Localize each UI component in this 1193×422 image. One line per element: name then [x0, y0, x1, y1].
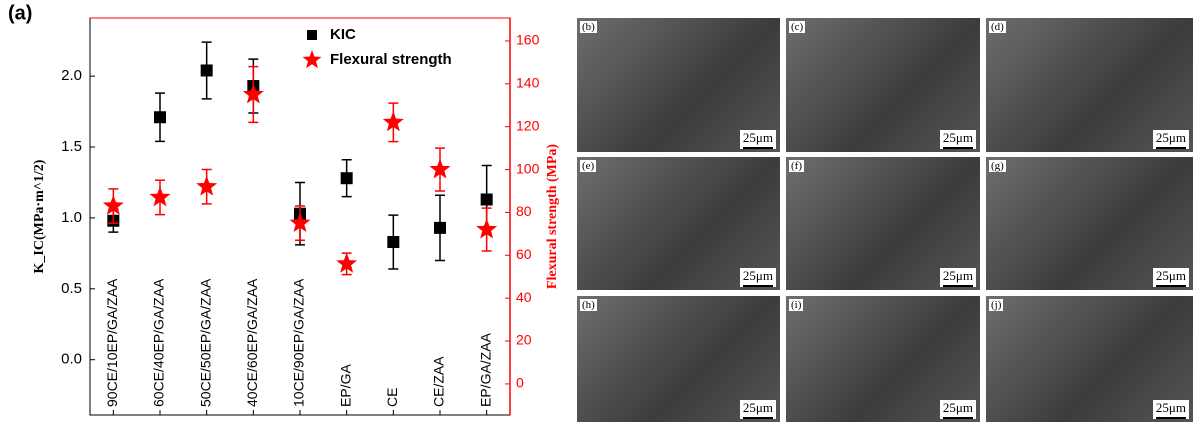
sem-image: (h) 25μm — [577, 296, 780, 422]
legend-marker — [302, 50, 321, 68]
y2-tick-label: 120 — [516, 117, 540, 133]
y-tick-label: 0.0 — [61, 351, 82, 368]
image-label: (j) — [989, 299, 1003, 311]
sem-image: (j) 25μm — [986, 296, 1193, 422]
scale-bar: 25μm — [940, 400, 976, 419]
scale-line — [943, 147, 973, 149]
y2-tick-label: 140 — [516, 75, 540, 91]
y-axis-label: K_IC(MPa·m^1/2) — [32, 159, 47, 273]
legend-label: Flexural strength — [330, 51, 452, 68]
x-tick-label: CE/ZAA — [431, 356, 447, 407]
y2-tick-label: 100 — [516, 160, 540, 176]
scale-bar: 25μm — [1153, 130, 1189, 149]
scale-line — [743, 417, 773, 419]
scale-line — [943, 417, 973, 419]
y2-tick-label: 160 — [516, 32, 540, 48]
image-label: (e) — [580, 160, 596, 172]
x-tick-label: 60CE/40EP/GA/ZAA — [151, 278, 167, 407]
y2-tick-label: 40 — [516, 289, 532, 305]
scale-label: 25μm — [743, 130, 773, 146]
x-tick-label: 90CE/10EP/GA/ZAA — [104, 278, 120, 407]
x-tick-label: 50CE/50EP/GA/ZAA — [197, 278, 213, 407]
y2-tick-label: 20 — [516, 332, 532, 348]
x-tick-label: 10CE/90EP/GA/ZAA — [291, 278, 307, 407]
scale-label: 25μm — [1156, 400, 1186, 416]
scale-line — [1156, 147, 1186, 149]
x-tick-label: EP/GA — [337, 364, 353, 407]
figure: (a) 0.0 0.5 1.0 1.5 2.0 0 20 40 60 80 100 120 140 160… — [0, 0, 1193, 422]
scale-bar: 25μm — [940, 268, 976, 287]
image-label: (d) — [989, 21, 1006, 33]
x-tick-label: 40CE/60EP/GA/ZAA — [244, 278, 260, 407]
scale-bar: 25μm — [940, 130, 976, 149]
image-label: (c) — [789, 21, 805, 33]
square-marker — [154, 111, 166, 123]
scale-bar: 25μm — [740, 400, 776, 419]
y-tick-label: 1.0 — [61, 209, 82, 226]
panel-label: (a) — [8, 2, 32, 24]
scale-line — [1156, 417, 1186, 419]
square-marker — [434, 222, 446, 234]
scale-bar: 25μm — [740, 130, 776, 149]
scale-line — [743, 147, 773, 149]
legend-label: KIC — [330, 26, 356, 43]
y-tick-label: 2.0 — [61, 67, 82, 84]
y2-tick-label: 80 — [516, 203, 532, 219]
scale-line — [743, 285, 773, 287]
scale-bar: 25μm — [1153, 268, 1189, 287]
scale-label: 25μm — [743, 400, 773, 416]
scale-label: 25μm — [1156, 268, 1186, 284]
sem-image: (b) 25μm — [577, 18, 780, 152]
scale-label: 25μm — [1156, 130, 1186, 146]
square-marker — [481, 193, 493, 205]
sem-image: (e) 25μm — [577, 157, 780, 290]
image-label: (i) — [789, 299, 803, 311]
sem-image: (g) 25μm — [986, 157, 1193, 290]
x-tick-label: EP/GA/ZAA — [477, 332, 493, 407]
y-tick-label: 1.5 — [61, 138, 82, 155]
square-marker — [341, 172, 353, 184]
scale-label: 25μm — [943, 268, 973, 284]
image-label: (b) — [580, 21, 597, 33]
square-marker — [201, 64, 213, 76]
square-marker — [387, 236, 399, 248]
scale-bar: 25μm — [1153, 400, 1189, 419]
sem-image: (f) 25μm — [786, 157, 980, 290]
y2-tick-label: 0 — [516, 375, 524, 391]
y2-tick-label: 60 — [516, 246, 532, 262]
scale-label: 25μm — [943, 130, 973, 146]
image-label: (f) — [789, 160, 804, 172]
scale-bar: 25μm — [740, 268, 776, 287]
sem-image: (i) 25μm — [786, 296, 980, 422]
scale-label: 25μm — [743, 268, 773, 284]
image-label: (h) — [580, 299, 597, 311]
sem-image: (d) 25μm — [986, 18, 1193, 152]
legend-marker — [307, 30, 317, 40]
x-tick-label: CE — [384, 388, 400, 407]
scale-line — [943, 285, 973, 287]
y2-axis-label: Flexural strength (MPa) — [545, 144, 560, 289]
sem-image: (c) 25μm — [786, 18, 980, 152]
scale-line — [1156, 285, 1186, 287]
scale-label: 25μm — [943, 400, 973, 416]
y-tick-label: 0.5 — [61, 280, 82, 297]
chart: (a) 0.0 0.5 1.0 1.5 2.0 0 20 40 60 80 100 120 140 160… — [0, 0, 575, 422]
image-label: (g) — [989, 160, 1006, 172]
